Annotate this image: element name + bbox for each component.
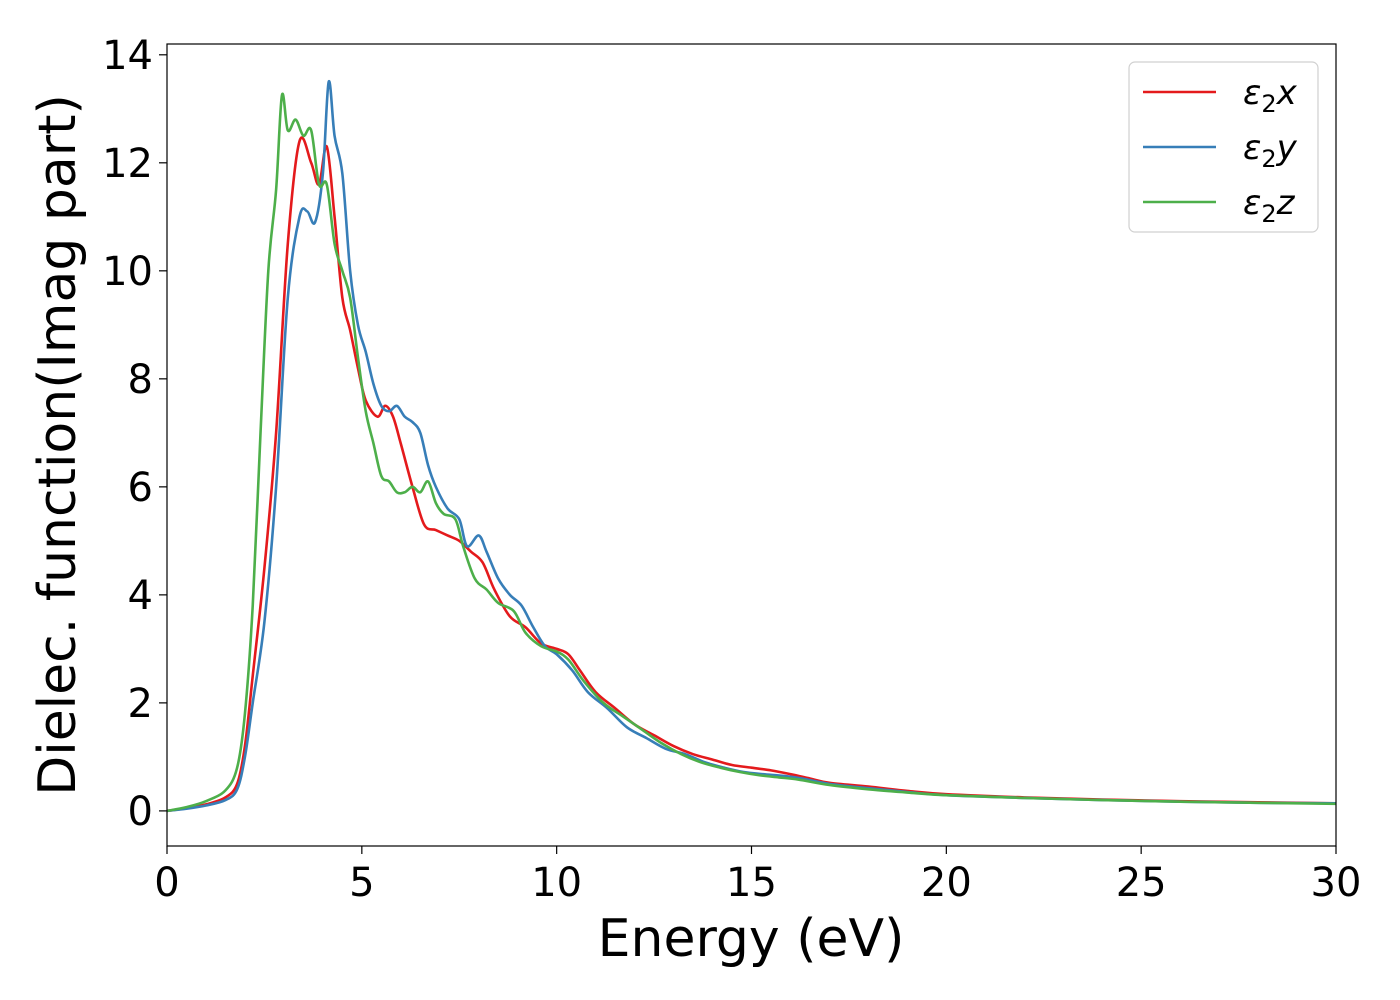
legend-label-x: ε2x — [1243, 73, 1298, 118]
x-tick-label: 10 — [531, 860, 582, 906]
legend-label-z: ε2z — [1243, 183, 1296, 228]
legend-box — [1128, 61, 1319, 233]
plot-frame — [166, 43, 1337, 847]
series-lines — [166, 80, 1337, 813]
series-line-y — [166, 80, 1337, 813]
y-tick-label: 10 — [102, 249, 153, 295]
x-tick-label: 30 — [1311, 860, 1362, 906]
x-tick-label: 5 — [349, 860, 374, 906]
y-tick-label: 2 — [128, 681, 153, 727]
x-tick-label: 25 — [1116, 860, 1167, 906]
legend: ε2x ε2y ε2z — [1128, 61, 1319, 233]
y-axis-label: Dielec. function(Imag part) — [28, 94, 88, 796]
x-axis-ticks: 0 5 10 15 20 25 30 — [154, 846, 1361, 906]
y-tick-label: 8 — [128, 357, 153, 403]
y-axis-ticks: 0 2 4 6 8 10 12 14 — [102, 33, 167, 835]
series-line-z — [166, 92, 1337, 813]
x-tick-label: 20 — [921, 860, 972, 906]
x-tick-label: 15 — [726, 860, 777, 906]
series-line-x — [166, 136, 1337, 813]
y-tick-label: 4 — [128, 573, 153, 619]
x-tick-label: 0 — [154, 860, 179, 906]
x-axis-label: Energy (eV) — [598, 909, 905, 969]
y-tick-label: 12 — [102, 141, 153, 187]
legend-label-y: ε2y — [1243, 128, 1298, 173]
y-tick-label: 14 — [102, 33, 153, 79]
y-tick-label: 0 — [128, 789, 153, 835]
y-tick-label: 6 — [128, 465, 153, 511]
